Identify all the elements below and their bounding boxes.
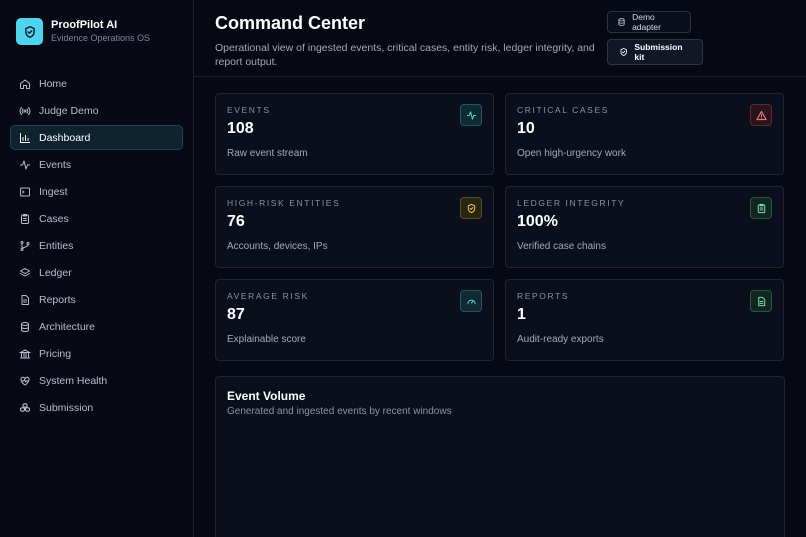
sidebar-item-cases[interactable]: Cases xyxy=(10,206,183,231)
stat-value: 76 xyxy=(227,213,245,230)
stat-value: 108 xyxy=(227,120,254,137)
layers-icon xyxy=(19,267,31,279)
sidebar-item-label: Dashboard xyxy=(39,131,91,144)
demo-adapter-button[interactable]: Demo adapter xyxy=(607,11,691,33)
brand-subtitle: Evidence Operations OS xyxy=(51,33,151,43)
sidebar-item-label: Judge Demo xyxy=(39,104,99,117)
submission-kit-label: Submission kit xyxy=(634,42,683,62)
database-icon xyxy=(618,18,625,26)
stat-description: Open high-urgency work xyxy=(517,148,626,159)
sidebar-nav: Home Judge Demo Dashboard Events Ingest … xyxy=(10,71,183,420)
home-icon xyxy=(19,78,31,90)
sidebar-item-entities[interactable]: Entities xyxy=(10,233,183,258)
activity-icon xyxy=(460,104,482,126)
stat-value: 10 xyxy=(517,120,535,137)
stat-card-average-risk[interactable]: AVERAGE RISK 87 Explainable score xyxy=(215,279,494,361)
sidebar-item-ingest[interactable]: Ingest xyxy=(10,179,183,204)
stat-card-reports[interactable]: REPORTS 1 Audit-ready exports xyxy=(505,279,784,361)
sidebar-item-pricing[interactable]: Pricing xyxy=(10,341,183,366)
sidebar-item-reports[interactable]: Reports xyxy=(10,287,183,312)
stat-description: Accounts, devices, IPs xyxy=(227,241,328,252)
sidebar-item-label: Pricing xyxy=(39,347,72,360)
database-icon xyxy=(19,321,31,333)
sidebar-item-events[interactable]: Events xyxy=(10,152,183,177)
stat-label: LEDGER INTEGRITY xyxy=(517,198,626,208)
stat-description: Explainable score xyxy=(227,334,306,345)
stat-value: 87 xyxy=(227,306,245,323)
stat-value: 1 xyxy=(517,306,526,323)
sidebar-item-label: Reports xyxy=(39,293,76,306)
stat-label: EVENTS xyxy=(227,105,271,115)
stat-card-events[interactable]: EVENTS 108 Raw event stream xyxy=(215,93,494,175)
stat-label: REPORTS xyxy=(517,291,570,301)
stat-description: Raw event stream xyxy=(227,148,308,159)
sidebar-item-label: Events xyxy=(39,158,72,171)
alert-triangle-icon xyxy=(750,104,772,126)
page-subtitle: Operational view of ingested events, cri… xyxy=(215,42,595,68)
sidebar-item-label: Entities xyxy=(39,239,74,252)
panel-subtitle: Generated and ingested events by recent … xyxy=(227,406,452,417)
stat-label: CRITICAL CASES xyxy=(517,105,609,115)
event-volume-panel: Event Volume Generated and ingested even… xyxy=(215,376,785,537)
panel-title: Event Volume xyxy=(227,389,306,403)
stat-card-critical-cases[interactable]: CRITICAL CASES 10 Open high-urgency work xyxy=(505,93,784,175)
stat-description: Audit-ready exports xyxy=(517,334,604,345)
brand[interactable]: ProofPilot AI Evidence Operations OS xyxy=(10,18,183,45)
demo-adapter-label: Demo adapter xyxy=(632,12,661,32)
stat-label: AVERAGE RISK xyxy=(227,291,309,301)
stat-value: 100% xyxy=(517,213,558,230)
brand-name: ProofPilot AI xyxy=(51,19,118,31)
page-title: Command Center xyxy=(215,13,366,33)
sidebar-item-judge-demo[interactable]: Judge Demo xyxy=(10,98,183,123)
clipboard-check-icon xyxy=(750,197,772,219)
file-text-icon xyxy=(750,290,772,312)
bank-icon xyxy=(19,348,31,360)
sidebar-item-submission[interactable]: Submission xyxy=(10,395,183,420)
stat-label: HIGH-RISK ENTITIES xyxy=(227,198,341,208)
submission-kit-button[interactable]: Submission kit xyxy=(607,39,703,65)
main-content: Command Center Operational view of inges… xyxy=(194,0,806,537)
git-branch-icon xyxy=(19,240,31,252)
sidebar-item-home[interactable]: Home xyxy=(10,71,183,96)
sidebar-item-label: Home xyxy=(39,77,68,90)
sidebar-item-label: System Health xyxy=(39,374,108,387)
activity-icon xyxy=(19,159,31,171)
bar-chart-icon xyxy=(19,132,31,144)
sidebar-item-architecture[interactable]: Architecture xyxy=(10,314,183,339)
page-header: Command Center Operational view of inges… xyxy=(194,0,806,77)
stat-card-ledger-integrity[interactable]: LEDGER INTEGRITY 100% Verified case chai… xyxy=(505,186,784,268)
sidebar-item-label: Submission xyxy=(39,401,94,414)
sidebar-item-dashboard[interactable]: Dashboard xyxy=(10,125,183,150)
sidebar-item-label: Cases xyxy=(39,212,69,225)
shield-icon xyxy=(16,18,43,45)
sidebar-item-ledger[interactable]: Ledger xyxy=(10,260,183,285)
sidebar: ProofPilot AI Evidence Operations OS Hom… xyxy=(0,0,194,537)
heart-pulse-icon xyxy=(19,375,31,387)
boxes-icon xyxy=(19,402,31,414)
file-icon xyxy=(19,294,31,306)
broadcast-icon xyxy=(19,105,31,117)
sidebar-item-label: Ledger xyxy=(39,266,72,279)
terminal-icon xyxy=(19,186,31,198)
shield-check-icon xyxy=(620,48,627,56)
stat-grid: EVENTS 108 Raw event stream CRITICAL CAS… xyxy=(215,93,785,361)
sidebar-item-label: Architecture xyxy=(39,320,96,333)
sidebar-item-system-health[interactable]: System Health xyxy=(10,368,183,393)
stat-description: Verified case chains xyxy=(517,241,606,252)
shield-icon xyxy=(460,197,482,219)
stat-card-high-risk-entities[interactable]: HIGH-RISK ENTITIES 76 Accounts, devices,… xyxy=(215,186,494,268)
clipboard-icon xyxy=(19,213,31,225)
gauge-icon xyxy=(460,290,482,312)
sidebar-item-label: Ingest xyxy=(39,185,68,198)
